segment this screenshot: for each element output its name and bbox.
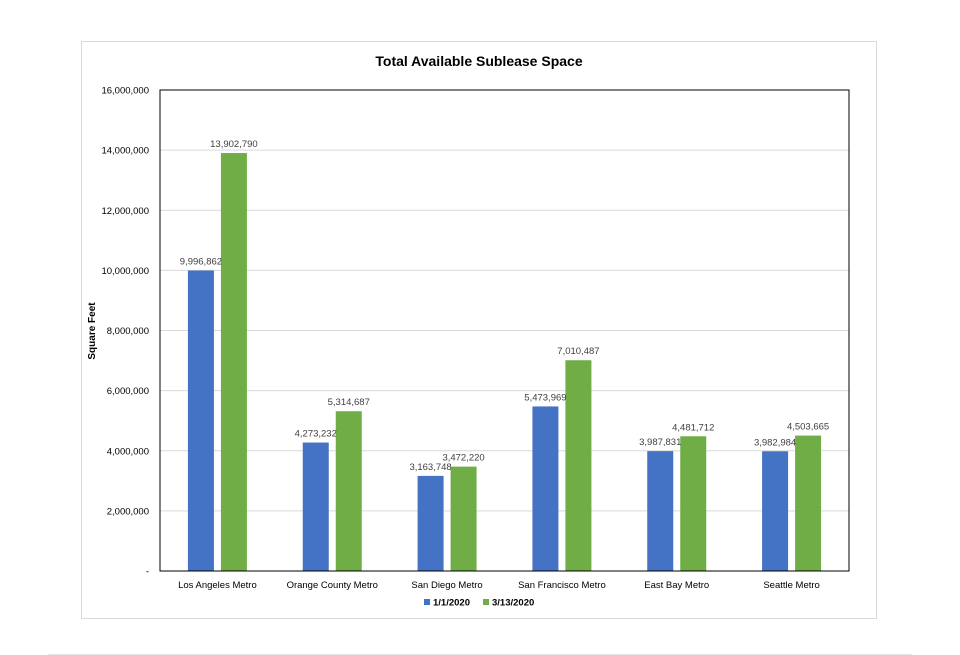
legend-swatch <box>483 599 489 605</box>
y-tick-label: 2,000,000 <box>107 506 149 517</box>
data-label: 13,902,790 <box>210 139 258 150</box>
data-label: 5,314,687 <box>328 397 370 408</box>
data-label: 3,987,831 <box>639 437 681 448</box>
bar <box>795 435 822 571</box>
bar <box>532 406 559 571</box>
bar <box>647 451 674 571</box>
legend-label: 1/1/2020 <box>433 598 470 609</box>
bar <box>450 466 477 571</box>
gridlines <box>160 149 849 512</box>
x-category-label: Los Angeles Metro <box>178 580 257 591</box>
x-category-label: East Bay Metro <box>644 580 709 591</box>
x-category-label: Orange County Metro <box>287 580 378 591</box>
bar <box>335 411 362 571</box>
y-tick-label: 10,000,000 <box>101 266 149 277</box>
y-tick-label: - <box>146 567 149 578</box>
data-label: 4,481,712 <box>672 422 714 433</box>
bar <box>565 360 592 571</box>
x-category-label: San Francisco Metro <box>518 580 606 591</box>
bar <box>680 436 707 571</box>
y-axis-ticks: - 2,000,000 4,000,000 6,000,000 8,000,000 10,… <box>101 86 149 578</box>
data-label: 3,982,984 <box>754 437 796 448</box>
data-label: 7,010,487 <box>557 346 599 357</box>
y-tick-label: 6,000,000 <box>107 386 149 397</box>
chart-title: Total Available Sublease Space <box>375 53 582 69</box>
bar <box>417 475 444 571</box>
legend: 1/1/2020 3/13/2020 <box>424 598 534 609</box>
data-label: 3,472,220 <box>442 453 484 464</box>
bar <box>187 270 214 571</box>
bar <box>762 451 789 571</box>
legend-swatch <box>424 599 430 605</box>
data-labels: 9,996,862 13,902,790 4,273,232 5,314,687 3,1… <box>180 139 829 473</box>
data-label: 4,503,665 <box>787 422 829 433</box>
x-category-label: San Diego Metro <box>411 580 482 591</box>
bar <box>302 442 329 571</box>
y-tick-label: 16,000,000 <box>101 86 149 97</box>
y-tick-label: 8,000,000 <box>107 326 149 337</box>
data-label: 3,163,748 <box>409 462 451 473</box>
x-axis-categories: Los Angeles Metro Orange County Metro San … <box>178 580 820 591</box>
y-tick-label: 4,000,000 <box>107 446 149 457</box>
bars <box>187 153 822 572</box>
y-axis-label: Square Feet <box>87 302 98 360</box>
legend-label: 3/13/2020 <box>492 598 534 609</box>
bar <box>220 153 247 572</box>
data-label: 4,273,232 <box>295 429 337 440</box>
data-label: 9,996,862 <box>180 256 222 267</box>
y-tick-label: 12,000,000 <box>101 206 149 217</box>
plot-area-border <box>159 89 850 572</box>
data-label: 5,473,969 <box>524 392 566 403</box>
y-tick-label: 14,000,000 <box>101 146 149 157</box>
x-category-label: Seattle Metro <box>763 580 820 591</box>
